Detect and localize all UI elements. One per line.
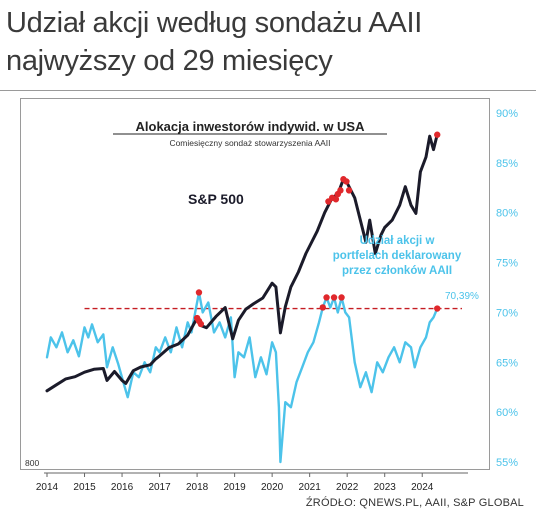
aaii-series-line-highlight-point (319, 304, 326, 311)
headline-divider (0, 90, 536, 91)
x-axis-tick-label: 2020 (261, 482, 284, 493)
right-axis-tick-label: 60% (496, 407, 518, 419)
x-axis-tick-label: 2018 (186, 482, 209, 493)
right-axis-tick-label: 70% (496, 307, 518, 319)
last-value-label: 70,39% (445, 291, 479, 302)
chart-subtitle: Comiesięczny sondaż stowarzyszenia AAII (169, 138, 330, 148)
sp500-series-line (45, 133, 439, 393)
headline-line-2: najwyższy od 29 miesięcy (6, 45, 333, 77)
left-axis-label: 800 (25, 458, 39, 468)
right-axis-tick-label: 65% (496, 357, 518, 369)
x-axis-tick-label: 2015 (73, 482, 96, 493)
x-axis-tick-label: 2022 (336, 482, 359, 493)
right-axis-tick-label: 85% (496, 158, 518, 170)
x-axis-tick-label: 2014 (36, 482, 59, 493)
headline-line-1: Udział akcji według sondażu AAII (6, 7, 422, 39)
sp500-series-line-highlight-point (337, 187, 344, 194)
right-axis-tick-label: 75% (496, 258, 518, 270)
x-axis-tick-label: 2021 (299, 482, 322, 493)
sp500-label: S&P 500 (188, 191, 244, 207)
x-axis-tick-label: 2023 (374, 482, 397, 493)
right-axis-tick-label: 90% (496, 108, 518, 120)
sp500-series-line-highlight-point (332, 196, 340, 203)
x-axis-tick-label: 2017 (148, 482, 171, 493)
x-axis-tick-label: 2019 (223, 482, 246, 493)
aaii-series-line-highlight-point (338, 294, 345, 301)
sp500-series-line-highlight-point (343, 178, 350, 185)
right-axis-tick-label: 55% (496, 457, 518, 469)
sp500-series-line-highlight-point (434, 131, 441, 138)
sp500-series-line-highlight-point (345, 187, 353, 194)
right-axis-tick-label: 80% (496, 208, 518, 220)
x-axis-tick-label: 2016 (111, 482, 134, 493)
aaii-label-line: przez członków AAII (342, 265, 452, 277)
chart-frame (20, 98, 490, 470)
headline: Udział akcji według sondażu AAII najwyżs… (6, 4, 526, 80)
sp500-series-line-highlight-point (197, 320, 205, 328)
aaii-label-line: Udział akcji w (360, 235, 435, 247)
source-note: ŹRÓDŁO: QNEWS.PL, AAII, S&P GLOBAL (305, 497, 524, 509)
aaii-series-line-highlight-point (323, 294, 330, 301)
aaii-series-line-highlight-point (330, 294, 338, 301)
aaii-series-line (45, 291, 439, 464)
aaii-series-line-highlight-point (434, 305, 441, 312)
x-axis-tick-label: 2024 (411, 482, 434, 493)
aaii-series-line-highlight-point (195, 289, 203, 296)
aaii-label-line: portfelach deklarowany (333, 250, 462, 262)
chart-title: Alokacja inwestorów indywid. w USA (136, 119, 366, 134)
